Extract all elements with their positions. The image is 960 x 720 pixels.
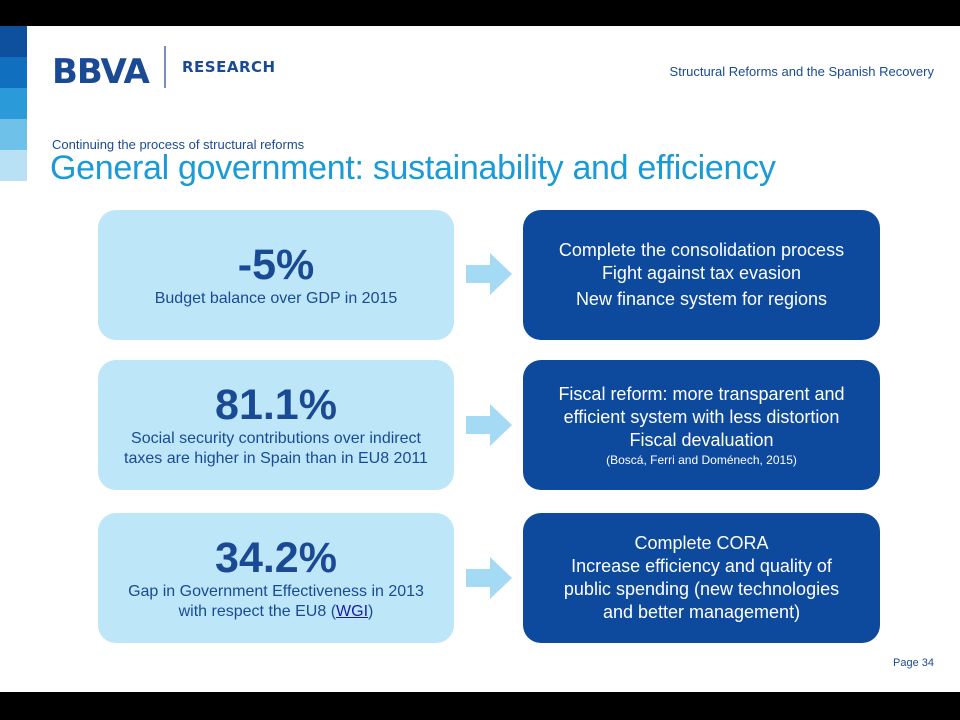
action-line: and better management)	[602, 602, 801, 622]
action-line: Complete CORA	[634, 533, 769, 553]
strip-block-4	[0, 119, 27, 150]
strip-block-1	[0, 26, 27, 57]
stat-box-government-effectiveness: 34.2% Gap in Government Effectiveness in…	[98, 513, 454, 643]
stat-description: Budget balance over GDP in 2015	[154, 290, 398, 307]
presentation-title: Structural Reforms and the Spanish Recov…	[669, 64, 934, 79]
action-line: Increase efficiency and quality of	[571, 556, 832, 576]
action-line: Fiscal devaluation	[629, 429, 774, 450]
stat-box-social-security: 81.1% Social security contributions over…	[98, 360, 454, 490]
stat-value: -5%	[237, 241, 315, 289]
strip-block-5	[0, 150, 27, 181]
research-label: RESEARCH	[182, 58, 276, 76]
stat-description-prefix: with respect the EU8 (	[178, 603, 337, 620]
action-line: public spending (new technologies	[563, 579, 840, 599]
action-line: Fight against tax evasion	[601, 263, 802, 283]
slide-title: General government: sustainability and e…	[50, 149, 776, 187]
stat-value: 34.2%	[215, 534, 337, 582]
stat-value: 81.1%	[215, 381, 337, 429]
action-box-cora: Complete CORA Increase efficiency and qu…	[523, 513, 880, 643]
action-line: New finance system for regions	[575, 289, 828, 309]
stat-description: taxes are higher in Spain than in EU8 20…	[124, 450, 428, 467]
stat-description: Gap in Government Effectiveness in 2013	[128, 583, 424, 600]
right-arrow-icon	[466, 253, 512, 295]
wgi-link[interactable]: WGI	[336, 603, 369, 620]
action-box-consolidation: Complete the consolidation process Fight…	[523, 210, 880, 340]
stat-description-with-link: with respect the EU8 (WGI)	[179, 602, 374, 622]
strip-block-2	[0, 57, 27, 88]
page-number: Page 34	[893, 657, 934, 669]
action-line: Fiscal reform: more transparent and	[558, 383, 845, 404]
slide-subtitle: Continuing the process of structural ref…	[52, 137, 305, 152]
right-arrow-icon	[466, 404, 512, 446]
source-citation: (Boscá, Ferri and Doménech, 2015)	[606, 452, 797, 467]
action-line: efficient system with less distortion	[563, 406, 840, 427]
stat-description-suffix: )	[368, 603, 374, 620]
stat-box-budget: -5% Budget balance over GDP in 2015	[98, 210, 454, 340]
action-line: Complete the consolidation process	[558, 240, 845, 260]
stat-description: Social security contributions over indir…	[131, 430, 421, 447]
logo-divider	[164, 46, 166, 88]
action-box-fiscal-reform: Fiscal reform: more transparent and effi…	[523, 360, 880, 490]
side-color-strip	[0, 26, 27, 181]
right-arrow-icon	[466, 557, 512, 599]
bbva-logo: BBVA	[52, 52, 150, 92]
slide: BBVA RESEARCH Structural Reforms and the…	[0, 26, 960, 692]
strip-block-3	[0, 88, 27, 119]
